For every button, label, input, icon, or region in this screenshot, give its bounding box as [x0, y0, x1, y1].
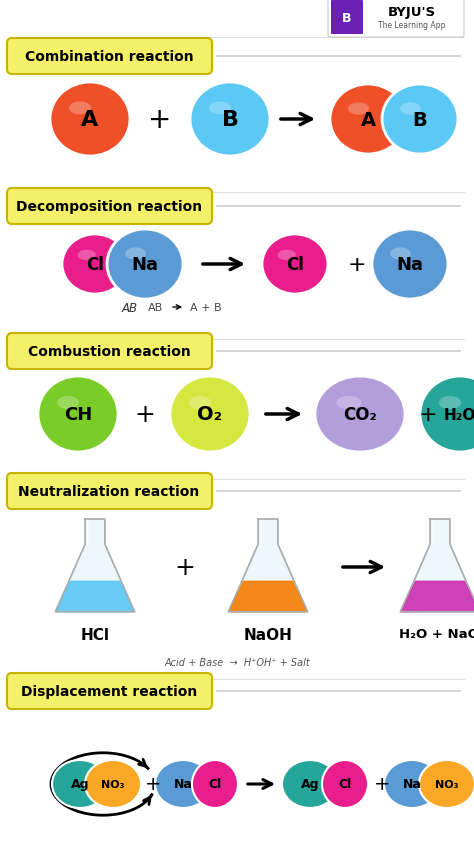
- Polygon shape: [401, 582, 474, 612]
- Text: CH: CH: [64, 406, 92, 423]
- Text: Combustion reaction: Combustion reaction: [27, 344, 191, 359]
- Text: Neutralization reaction: Neutralization reaction: [18, 485, 200, 498]
- Text: +: +: [348, 255, 366, 274]
- Text: The Learning App: The Learning App: [378, 20, 446, 30]
- Ellipse shape: [348, 103, 369, 116]
- Text: AB: AB: [122, 301, 138, 314]
- Text: Cl: Cl: [209, 778, 222, 791]
- Text: NaOH: NaOH: [244, 627, 292, 642]
- Ellipse shape: [62, 234, 128, 295]
- Ellipse shape: [125, 248, 146, 261]
- Text: +: +: [374, 774, 390, 793]
- Text: +: +: [135, 402, 155, 427]
- Ellipse shape: [85, 760, 141, 808]
- FancyBboxPatch shape: [7, 334, 212, 370]
- Text: BYJU'S: BYJU'S: [388, 5, 436, 19]
- Ellipse shape: [282, 760, 338, 808]
- Ellipse shape: [38, 377, 118, 452]
- Ellipse shape: [384, 760, 440, 808]
- Ellipse shape: [330, 85, 406, 155]
- Ellipse shape: [107, 230, 183, 300]
- Text: NO₃: NO₃: [435, 779, 459, 789]
- FancyBboxPatch shape: [7, 39, 212, 75]
- Ellipse shape: [322, 760, 368, 808]
- Text: +: +: [148, 106, 172, 134]
- Text: Ag: Ag: [301, 778, 319, 791]
- FancyBboxPatch shape: [7, 673, 212, 709]
- Ellipse shape: [209, 102, 231, 115]
- Ellipse shape: [50, 83, 130, 157]
- Ellipse shape: [190, 83, 270, 157]
- Text: H₂O: H₂O: [444, 407, 474, 422]
- Polygon shape: [228, 582, 308, 612]
- Ellipse shape: [390, 248, 411, 261]
- Text: Decomposition reaction: Decomposition reaction: [16, 199, 202, 214]
- Ellipse shape: [262, 234, 328, 295]
- Text: +: +: [419, 405, 438, 424]
- Ellipse shape: [372, 230, 448, 300]
- Ellipse shape: [278, 250, 296, 261]
- Ellipse shape: [57, 396, 79, 410]
- Ellipse shape: [78, 250, 96, 261]
- Text: Na: Na: [131, 256, 158, 273]
- Text: Acid + Base  →  H⁺OH⁺ + Salt: Acid + Base → H⁺OH⁺ + Salt: [164, 657, 310, 667]
- Ellipse shape: [189, 396, 211, 410]
- FancyBboxPatch shape: [328, 0, 464, 38]
- Ellipse shape: [382, 85, 458, 155]
- Text: B: B: [342, 11, 352, 25]
- Ellipse shape: [69, 102, 91, 115]
- Text: NO₃: NO₃: [101, 779, 125, 789]
- Text: HCl: HCl: [81, 627, 109, 642]
- Text: A + B: A + B: [190, 302, 222, 313]
- Text: Na: Na: [173, 778, 192, 791]
- Text: B: B: [221, 110, 238, 130]
- Ellipse shape: [439, 396, 461, 410]
- Ellipse shape: [400, 103, 421, 116]
- Ellipse shape: [192, 760, 238, 808]
- Text: A: A: [360, 111, 375, 130]
- Ellipse shape: [170, 377, 250, 452]
- Polygon shape: [401, 520, 474, 612]
- Text: Displacement reaction: Displacement reaction: [21, 684, 197, 698]
- Text: A: A: [82, 110, 99, 130]
- Text: Ag: Ag: [71, 778, 89, 791]
- FancyBboxPatch shape: [7, 474, 212, 509]
- Ellipse shape: [155, 760, 211, 808]
- Text: Cl: Cl: [338, 778, 352, 791]
- FancyBboxPatch shape: [7, 189, 212, 225]
- Ellipse shape: [419, 760, 474, 808]
- Text: H₂O + NaCl: H₂O + NaCl: [399, 628, 474, 641]
- Text: Na: Na: [396, 256, 423, 273]
- Ellipse shape: [315, 377, 405, 452]
- FancyBboxPatch shape: [331, 1, 363, 35]
- Text: B: B: [413, 111, 428, 130]
- Ellipse shape: [420, 377, 474, 452]
- Text: +: +: [174, 556, 195, 579]
- Text: Cl: Cl: [286, 256, 304, 273]
- Text: CO₂: CO₂: [343, 406, 377, 423]
- Text: +: +: [145, 774, 161, 793]
- Text: Cl: Cl: [86, 256, 104, 273]
- Text: Combination reaction: Combination reaction: [25, 50, 193, 64]
- Polygon shape: [55, 582, 135, 612]
- Text: O₂: O₂: [198, 405, 223, 424]
- Text: Na: Na: [402, 778, 421, 791]
- Polygon shape: [55, 520, 135, 612]
- Polygon shape: [228, 520, 308, 612]
- Ellipse shape: [52, 760, 108, 808]
- Text: AB: AB: [148, 302, 163, 313]
- Ellipse shape: [337, 396, 361, 410]
